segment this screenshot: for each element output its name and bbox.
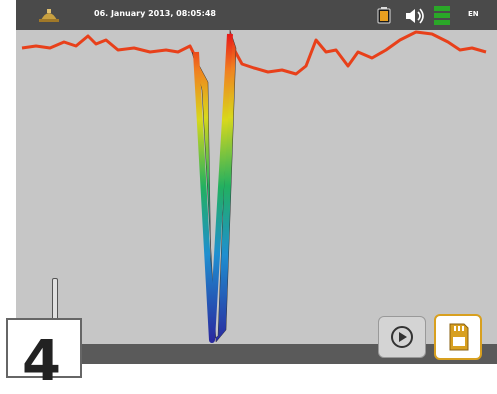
helmet-logo-icon[interactable] <box>38 6 60 24</box>
depth-profile-plot <box>21 30 487 343</box>
profile-line-left <box>21 34 196 55</box>
battery-icon <box>377 7 391 24</box>
step-number: 4 <box>22 329 61 394</box>
speaker-volume-icon[interactable] <box>404 8 426 24</box>
device-screen: 06. January 2013, 08:05:48 EN <box>16 0 497 364</box>
language-indicator[interactable]: EN <box>468 10 479 18</box>
play-circle-icon <box>391 326 413 348</box>
profile-line-right <box>228 30 487 76</box>
bottom-bar <box>16 344 497 364</box>
depth-scale-icon <box>52 278 58 322</box>
play-button[interactable] <box>378 316 426 358</box>
step-number-badge: 4 <box>6 318 82 390</box>
deep-anomaly-spike <box>191 30 237 343</box>
status-bar: 06. January 2013, 08:05:48 EN <box>16 0 497 30</box>
datetime-label: 06. January 2013, 08:05:48 <box>94 9 216 18</box>
save-to-sd-button[interactable] <box>434 314 482 360</box>
sd-card-save-icon <box>449 323 469 351</box>
signal-level-icon <box>434 6 450 25</box>
